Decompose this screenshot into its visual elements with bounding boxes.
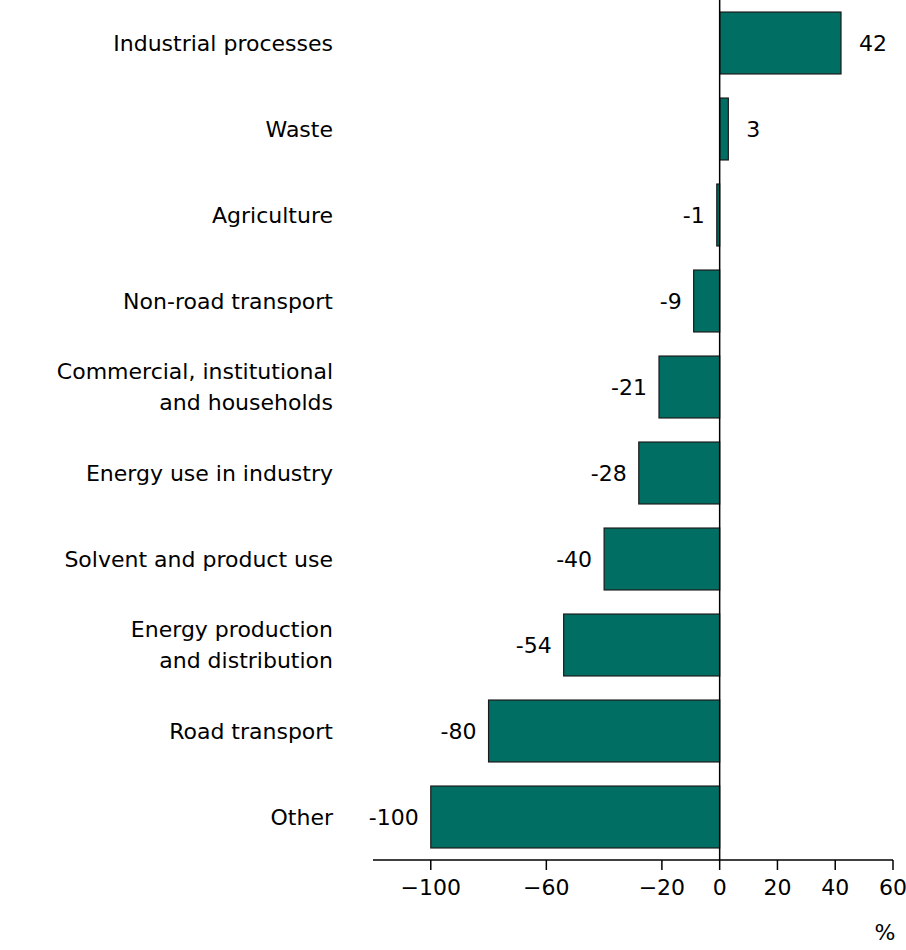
data-label: -100 — [369, 805, 419, 830]
data-label: -54 — [516, 633, 552, 658]
bar — [489, 700, 720, 762]
bar — [431, 786, 720, 848]
data-label: -28 — [591, 461, 627, 486]
data-label: -80 — [441, 719, 477, 744]
bar — [694, 270, 720, 332]
x-tick — [777, 860, 779, 870]
x-tick-label: −60 — [523, 875, 569, 900]
category-label: Waste — [266, 117, 333, 142]
data-label: -21 — [611, 375, 647, 400]
category-label: Non-road transport — [123, 289, 333, 314]
x-axis-line — [373, 859, 893, 861]
x-tick-label: 20 — [763, 875, 791, 900]
bars — [431, 12, 841, 848]
category-label: Solvent and product use — [64, 547, 333, 572]
category-label: Industrial processes — [113, 31, 333, 56]
bar — [639, 442, 720, 504]
category-label: Energy use in industry — [86, 461, 333, 486]
data-label: 42 — [859, 31, 887, 56]
x-tick — [546, 860, 548, 870]
data-label: -1 — [683, 203, 705, 228]
bar — [604, 528, 720, 590]
x-tick-label: 60 — [879, 875, 906, 900]
bar — [720, 12, 841, 74]
x-axis-label: % — [875, 920, 896, 945]
x-tick — [892, 860, 894, 870]
bar — [659, 356, 720, 418]
x-tick — [661, 860, 663, 870]
x-tick-label: −20 — [639, 875, 685, 900]
x-tick — [719, 860, 721, 870]
x-tick-label: 0 — [713, 875, 727, 900]
x-tick-label: 40 — [821, 875, 849, 900]
chart-container: Industrial processes Waste Agriculture Non-… — [0, 0, 906, 950]
data-label: -9 — [660, 289, 682, 314]
category-label: Agriculture — [212, 203, 333, 228]
category-label: Road transport — [169, 719, 333, 744]
data-label: 3 — [746, 117, 760, 142]
bar — [720, 98, 729, 160]
category-label: Other — [271, 805, 334, 830]
bar — [564, 614, 720, 676]
category-label: Commercial, institutionaland households — [57, 359, 333, 415]
x-tick-label: −100 — [401, 875, 461, 900]
data-label: -40 — [556, 547, 592, 572]
x-tick — [834, 860, 836, 870]
category-label: Energy productionand distribution — [131, 617, 333, 673]
chart-svg: Industrial processes Waste Agriculture Non-… — [0, 0, 906, 950]
x-tick — [430, 860, 432, 870]
zero-line — [719, 0, 721, 860]
